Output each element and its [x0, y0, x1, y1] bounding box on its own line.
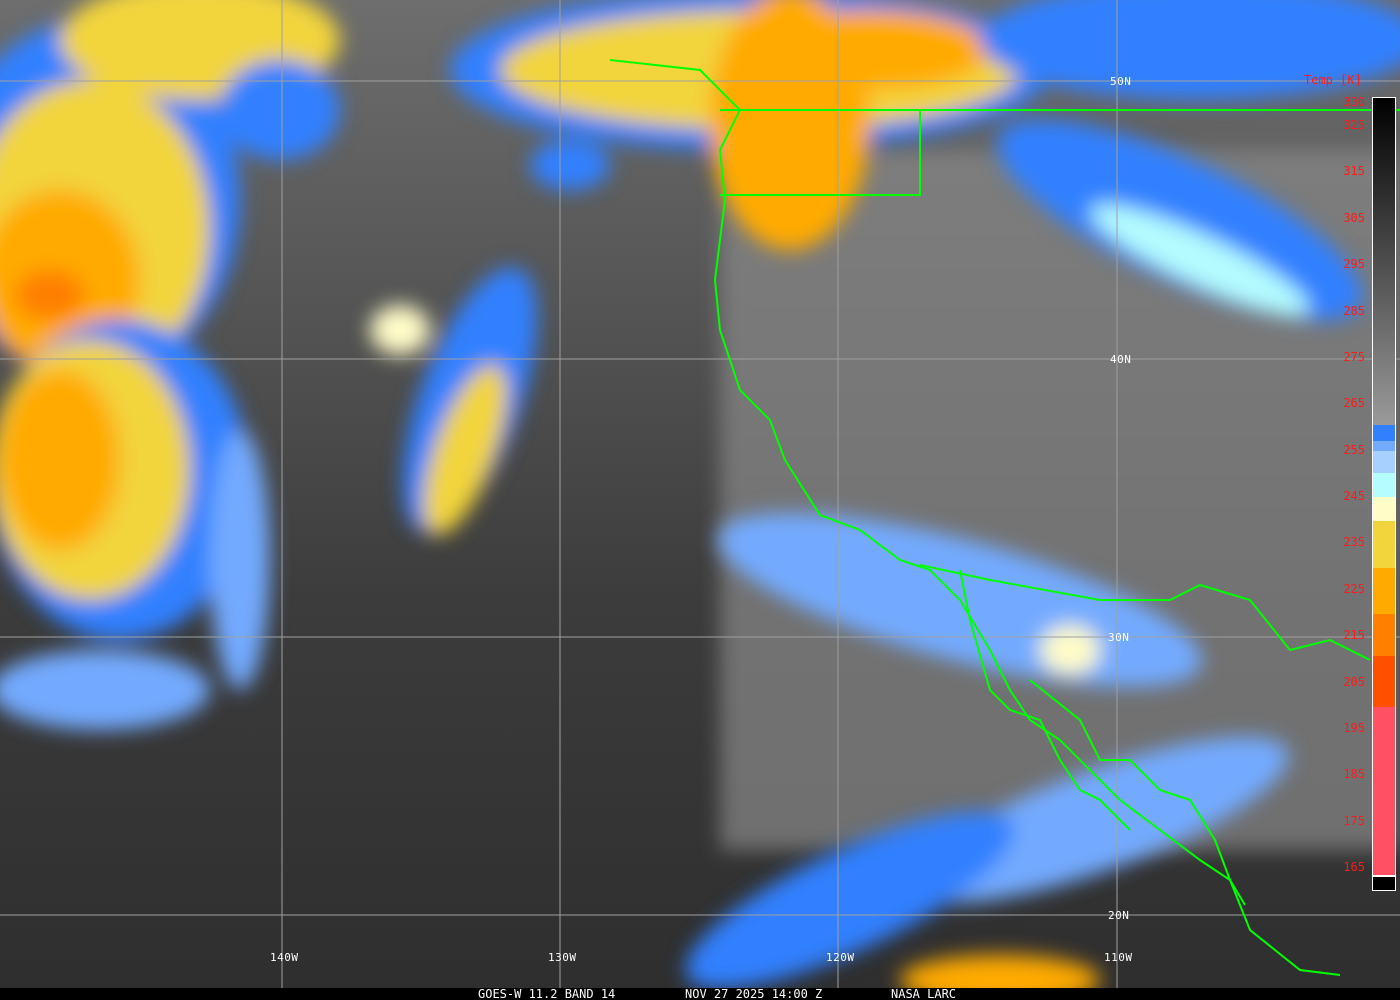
colorbar-tick-label: 265: [1343, 396, 1365, 410]
colorbar-tick-label: 205: [1343, 675, 1365, 689]
temperature-colorbar: [1372, 97, 1396, 891]
border-us-mexico: [919, 564, 1371, 661]
datetime-label: NOV 27 2025 14:00 Z: [685, 987, 823, 1000]
colorbar-tick-label: 255: [1343, 443, 1365, 457]
colorbar-tick-label: 285: [1343, 304, 1365, 318]
colorbar-tick-label: 215: [1343, 628, 1365, 642]
colorbar-tick-label: 275: [1343, 350, 1365, 364]
colorbar-tick-label: 325: [1343, 118, 1365, 132]
colorbar-tick-label: 330: [1343, 95, 1365, 109]
mainland-mexico: [1029, 679, 1246, 906]
colorbar-tick-label: 235: [1343, 535, 1365, 549]
state-lines: [720, 110, 921, 196]
lon-label-130w: 130W: [548, 951, 577, 964]
lon-label-140w: 140W: [270, 951, 299, 964]
colorbar-title: Temp [K]: [1304, 73, 1362, 87]
colorbar-tick-label: 175: [1343, 814, 1365, 828]
colorbar-tick-label: 225: [1343, 582, 1365, 596]
lat-label-40n: 40N: [1110, 353, 1132, 366]
colorbar-tick-label: 305: [1343, 211, 1365, 225]
colorbar-tick-label: 185: [1343, 767, 1365, 781]
lat-label-50n: 50N: [1110, 75, 1132, 88]
source-label: NASA LARC: [891, 987, 957, 1000]
coastline: [609, 59, 1341, 976]
lon-label-110w: 110W: [1104, 951, 1133, 964]
lat-label-20n: 20N: [1108, 909, 1130, 922]
colorbar-tick-label: 195: [1343, 721, 1365, 735]
satellite-band-label: GOES-W 11.2 BAND 14: [478, 987, 616, 1000]
colorbar-tick-label: 295: [1343, 257, 1365, 271]
boundaries: [609, 59, 1400, 976]
footer-bar: GOES-W 11.2 BAND 14 NOV 27 2025 14:00 Z …: [0, 988, 1400, 1000]
baja-coastline: [959, 569, 1131, 831]
colorbar-tick-label: 315: [1343, 164, 1365, 178]
colorbar-tick-label: 245: [1343, 489, 1365, 503]
colorbar-tick-label: 165: [1343, 860, 1365, 874]
lon-label-120w: 120W: [826, 951, 855, 964]
lat-label-30n: 30N: [1108, 631, 1130, 644]
